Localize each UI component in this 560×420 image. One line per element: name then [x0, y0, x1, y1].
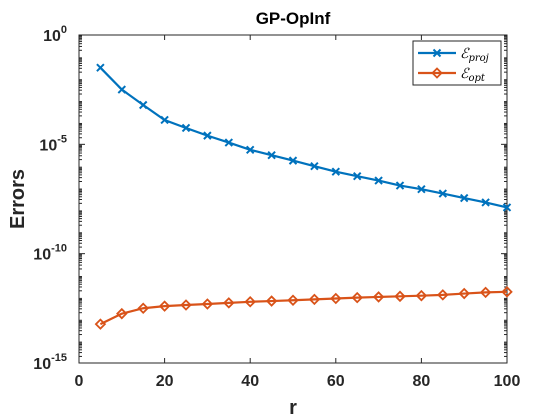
- data-point-opt: [415, 289, 428, 302]
- y-tick-base: 10: [43, 28, 61, 45]
- data-point-proj: [117, 85, 127, 94]
- data-point-proj: [395, 181, 405, 190]
- data-point-proj: [417, 184, 426, 194]
- legend-entry-proj: ℰproj: [418, 46, 489, 64]
- x-tick-label: 80: [413, 373, 431, 390]
- y-axis-title: Errors: [7, 169, 29, 229]
- data-point-opt: [137, 302, 149, 314]
- data-point-proj: [481, 198, 490, 207]
- data-point-proj: [160, 115, 169, 125]
- y-tick-base: 10: [33, 356, 51, 373]
- data-point-proj: [224, 138, 234, 147]
- y-tick-label: 10-15: [33, 352, 67, 373]
- data-point-opt: [116, 307, 128, 320]
- data-point-proj: [331, 167, 341, 176]
- legend-subscript: opt: [468, 73, 485, 84]
- data-point-proj: [374, 176, 383, 185]
- legend-label: ℰproj: [460, 46, 489, 64]
- y-tick-base: 10: [39, 137, 57, 154]
- x-tick-label: 100: [494, 373, 521, 390]
- data-point-opt: [437, 289, 449, 301]
- data-point-proj: [352, 171, 362, 181]
- series-layer: [94, 63, 513, 330]
- data-point-opt: [308, 293, 321, 306]
- x-tick-label: 20: [156, 373, 174, 390]
- series-opt: [94, 286, 513, 330]
- data-point-opt: [265, 295, 278, 307]
- y-tick-label: 10-5: [39, 133, 67, 154]
- data-point-proj: [438, 189, 448, 198]
- data-point-proj: [267, 150, 276, 160]
- data-point-proj: [459, 193, 469, 203]
- data-point-opt: [458, 287, 470, 300]
- data-point-opt: [287, 294, 299, 307]
- y-tick-exponent: -5: [57, 133, 67, 145]
- data-point-opt: [180, 299, 192, 311]
- legend-entry-opt: ℰopt: [418, 66, 486, 84]
- x-tick-label: 60: [327, 373, 345, 390]
- data-point-opt: [244, 296, 256, 308]
- chart-title: GP-OpInf: [256, 9, 331, 28]
- data-point-opt: [223, 297, 235, 309]
- data-point-opt: [372, 291, 385, 303]
- data-point-opt: [479, 286, 492, 299]
- x-tick-label: 0: [75, 373, 84, 390]
- x-axis-title: r: [289, 397, 297, 419]
- data-point-opt: [501, 286, 513, 298]
- data-point-proj: [138, 100, 148, 110]
- data-point-proj: [96, 63, 105, 72]
- y-tick-exponent: -10: [51, 243, 67, 255]
- plot-area-frame: [78, 34, 508, 364]
- x-tick-label: 40: [241, 373, 259, 390]
- y-tick-label: 10-10: [33, 243, 67, 264]
- data-point-opt: [94, 318, 107, 330]
- data-point-opt: [158, 300, 171, 312]
- legend-symbol: ℰ: [460, 46, 470, 62]
- y-tick-label: 100: [43, 24, 67, 45]
- data-point-proj: [502, 203, 512, 212]
- legend-swatch-marker: [431, 67, 443, 79]
- legend-box: [412, 40, 502, 86]
- series-line-proj: [99, 66, 508, 209]
- legend-subscript: proj: [468, 53, 488, 64]
- series-proj: [96, 63, 512, 212]
- y-tick-base: 10: [33, 247, 51, 264]
- data-point-proj: [245, 145, 255, 155]
- data-point-proj: [203, 131, 212, 140]
- legend-label: ℰopt: [460, 66, 486, 84]
- data-point-opt: [201, 298, 214, 310]
- y-tick-exponent: 0: [61, 24, 67, 36]
- data-point-opt: [394, 290, 406, 303]
- y-tick-exponent: -15: [51, 352, 67, 364]
- data-point-proj: [310, 161, 319, 171]
- legend-swatch-marker: [432, 48, 442, 58]
- legend-symbol: ℰ: [460, 66, 470, 82]
- x-axis: 0 20 40 60 80 100: [75, 35, 521, 390]
- data-point-opt: [330, 292, 342, 305]
- data-point-proj: [181, 123, 191, 133]
- data-point-proj: [288, 156, 298, 165]
- data-point-opt: [351, 291, 363, 304]
